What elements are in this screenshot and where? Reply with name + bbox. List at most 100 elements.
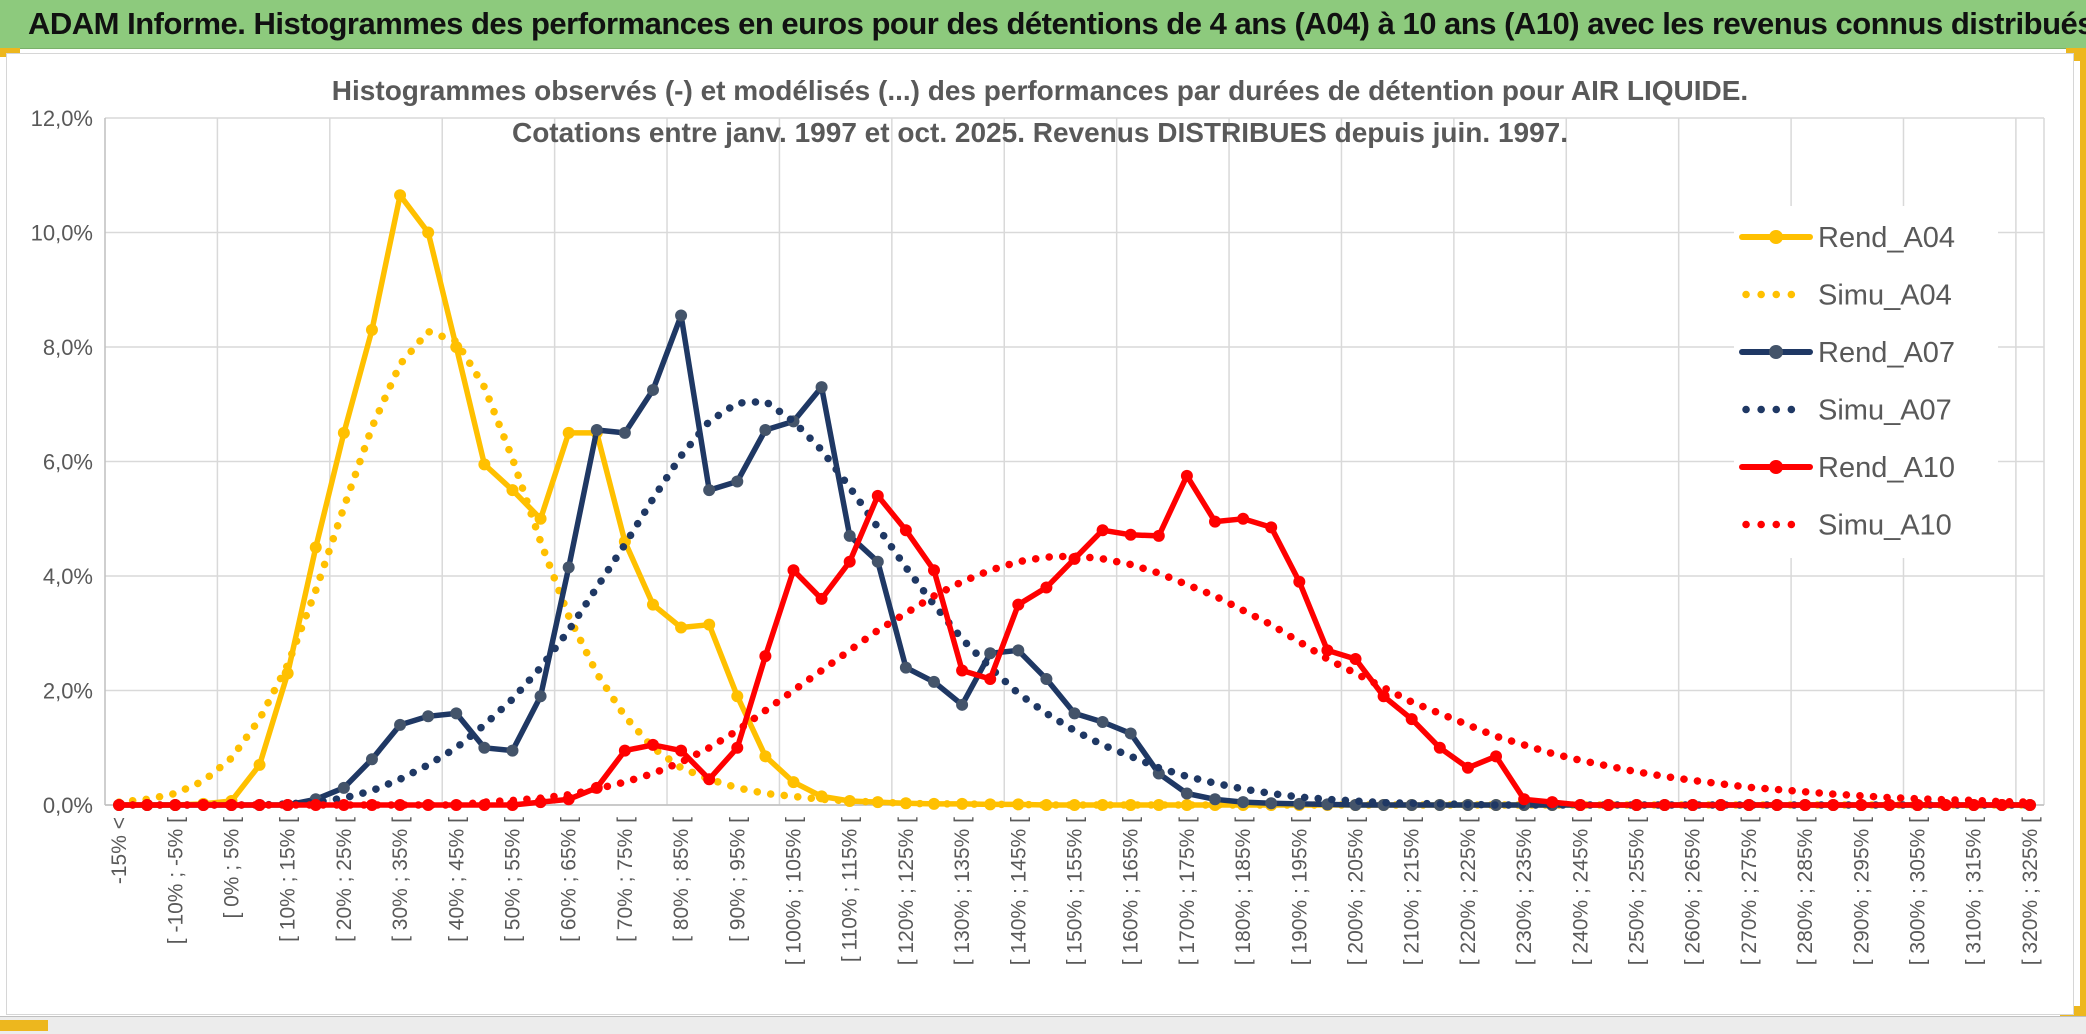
series-marker-Rend_A07 bbox=[1068, 707, 1081, 720]
x-axis-tick-label: [ 190% ; 195% [ bbox=[1288, 817, 1311, 965]
series-marker-Rend_A07 bbox=[1265, 797, 1278, 810]
series-marker-Rend_A07 bbox=[675, 309, 688, 322]
x-axis-tick-label: [ 200% ; 205% [ bbox=[1345, 817, 1368, 965]
x-axis-tick-label: [ 0% ; 5% [ bbox=[220, 817, 243, 919]
series-marker-Rend_A07 bbox=[703, 484, 716, 497]
x-axis-tick-label: [ 110% ; 115% [ bbox=[839, 817, 862, 962]
x-axis-tick-label: [ 100% ; 105% [ bbox=[782, 817, 805, 965]
legend-item-Simu_A10[interactable]: Simu_A10 bbox=[1742, 510, 1952, 542]
series-marker-Rend_A10 bbox=[646, 738, 659, 751]
series-marker-Rend_A04 bbox=[675, 621, 688, 634]
series-marker-Rend_A10 bbox=[1012, 598, 1025, 611]
x-axis-tick-label: [ 180% ; 185% [ bbox=[1232, 817, 1255, 965]
legend-item-Simu_A04[interactable]: Simu_A04 bbox=[1742, 280, 1952, 312]
series-marker-Rend_A10 bbox=[956, 664, 969, 677]
sheet-header-row: ADAM Informe. Histogrammes des performan… bbox=[0, 0, 2086, 49]
series-lines bbox=[113, 189, 2036, 811]
series-marker-Rend_A04 bbox=[1096, 799, 1109, 811]
series-marker-Rend_A10 bbox=[1433, 741, 1446, 754]
series-marker-Rend_A07 bbox=[1180, 787, 1193, 800]
x-axis-tick-label: [ 70% ; 75% [ bbox=[614, 817, 637, 942]
series-marker-Rend_A10 bbox=[1349, 653, 1362, 666]
x-axis-tick-label: [ 240% ; 245% [ bbox=[1569, 817, 1592, 965]
legend-label: Rend_A10 bbox=[1818, 452, 1955, 484]
series-marker-Rend_A10 bbox=[365, 799, 378, 811]
series-marker-Rend_A10 bbox=[1461, 761, 1474, 774]
x-axis-tick-label: [ -10% ; -5% [ bbox=[164, 817, 187, 944]
gold-accent-top-left bbox=[0, 48, 20, 57]
series-marker-Rend_A04 bbox=[759, 750, 772, 763]
series-marker-Rend_A04 bbox=[534, 512, 547, 525]
series-marker-Rend_A07 bbox=[927, 675, 940, 688]
legend-box bbox=[1734, 206, 1998, 558]
gold-accent-bottom-left bbox=[0, 1020, 48, 1031]
series-marker-Rend_A07 bbox=[1237, 796, 1250, 809]
x-axis-tick-label: [ 260% ; 265% [ bbox=[1682, 817, 1705, 965]
series-marker-Rend_A07 bbox=[843, 529, 856, 542]
series-marker-Rend_A04 bbox=[394, 189, 407, 202]
series-marker-Rend_A07 bbox=[759, 424, 772, 437]
bottom-bar[interactable] bbox=[0, 1016, 2086, 1034]
series-marker-Rend_A10 bbox=[843, 555, 856, 568]
legend-label: Rend_A04 bbox=[1818, 222, 1955, 254]
series-marker-Rend_A10 bbox=[1799, 799, 1812, 811]
x-axis-tick-label: [ 130% ; 135% [ bbox=[951, 817, 974, 965]
series-marker-Rend_A10 bbox=[1602, 799, 1615, 811]
series-marker-Rend_A10 bbox=[759, 650, 772, 663]
series-marker-Rend_A10 bbox=[1377, 690, 1390, 703]
series-marker-Rend_A07 bbox=[984, 647, 997, 660]
series-marker-Rend_A10 bbox=[1321, 644, 1334, 657]
legend-item-Rend_A10[interactable]: Rend_A10 bbox=[1739, 452, 1955, 484]
series-marker-Rend_A10 bbox=[731, 741, 744, 754]
y-axis-labels: 0,0% 2,0% 4,0% 6,0% 8,0% 10,0% 12,0% bbox=[31, 106, 93, 818]
series-marker-Rend_A04 bbox=[281, 667, 294, 680]
series-marker-Rend_A10 bbox=[984, 673, 997, 686]
y-axis-tick-label: 6,0% bbox=[43, 450, 93, 475]
y-axis-tick-label: 10,0% bbox=[31, 221, 93, 246]
legend-item-Simu_A07[interactable]: Simu_A07 bbox=[1742, 395, 1952, 427]
series-marker-Rend_A10 bbox=[1405, 713, 1418, 726]
x-axis-tick-label: [ 80% ; 85% [ bbox=[670, 817, 693, 942]
series-marker-Rend_A04 bbox=[253, 758, 266, 771]
series-marker-Rend_A07 bbox=[478, 741, 491, 754]
series-marker-Rend_A10 bbox=[1742, 799, 1755, 811]
series-marker-Rend_A07 bbox=[1293, 797, 1306, 810]
series-marker-Rend_A04 bbox=[1152, 799, 1165, 811]
series-marker-Rend_A07 bbox=[731, 475, 744, 488]
legend-sample-marker bbox=[1769, 230, 1783, 244]
series-marker-Rend_A10 bbox=[281, 799, 294, 811]
series-marker-Rend_A10 bbox=[1265, 521, 1278, 534]
series-marker-Rend_A10 bbox=[1658, 799, 1671, 811]
x-axis-tick-label: [ 170% ; 175% [ bbox=[1176, 817, 1199, 965]
series-marker-Rend_A10 bbox=[1209, 515, 1222, 528]
legend-item-Rend_A04[interactable]: Rend_A04 bbox=[1739, 222, 1955, 254]
legend-item-Rend_A07[interactable]: Rend_A07 bbox=[1739, 337, 1955, 369]
series-marker-Rend_A04 bbox=[731, 690, 744, 703]
series-marker-Rend_A10 bbox=[787, 564, 800, 577]
x-axis-tick-label: [ 40% ; 45% [ bbox=[445, 817, 468, 942]
series-marker-Rend_A07 bbox=[1124, 727, 1137, 740]
series-marker-Rend_A04 bbox=[787, 776, 800, 789]
series-marker-Rend_A10 bbox=[1771, 799, 1784, 811]
series-marker-Rend_A07 bbox=[534, 690, 547, 703]
x-axis-tick-label: [ 30% ; 35% [ bbox=[389, 817, 412, 942]
series-marker-Rend_A10 bbox=[1124, 528, 1137, 541]
series-marker-Rend_A04 bbox=[478, 458, 491, 471]
x-axis-tick-label: [ 90% ; 95% [ bbox=[726, 817, 749, 942]
series-line-Simu_A10 bbox=[115, 552, 2034, 809]
chart-area bbox=[6, 53, 2074, 1015]
series-marker-Rend_A07 bbox=[815, 381, 828, 394]
series-marker-Rend_A10 bbox=[1883, 799, 1896, 811]
series-marker-Rend_A10 bbox=[1040, 581, 1053, 594]
series-marker-Rend_A04 bbox=[562, 426, 575, 439]
gold-accent-right-strip bbox=[2080, 48, 2086, 1016]
x-axis-tick-label: [ 290% ; 295% [ bbox=[1850, 817, 1873, 965]
legend-label: Rend_A07 bbox=[1818, 337, 1955, 369]
series-marker-Rend_A04 bbox=[646, 598, 659, 611]
series-marker-Rend_A10 bbox=[927, 564, 940, 577]
series-marker-Rend_A07 bbox=[956, 698, 969, 711]
series-marker-Rend_A10 bbox=[1180, 469, 1193, 482]
x-axis-tick-label: [ 10% ; 15% [ bbox=[277, 817, 300, 942]
y-axis-tick-label: 8,0% bbox=[43, 335, 93, 360]
x-axis-tick-label: [ 20% ; 25% [ bbox=[333, 817, 356, 942]
